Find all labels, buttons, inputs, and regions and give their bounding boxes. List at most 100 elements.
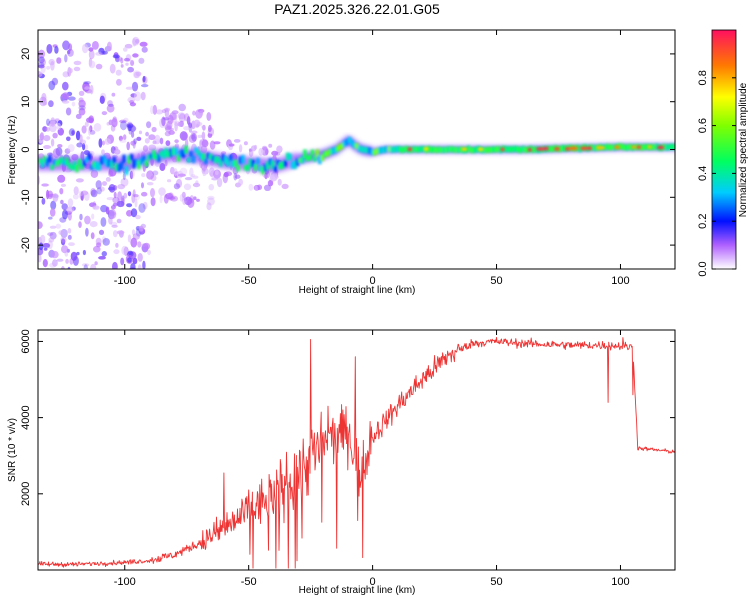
- noise-blob: [143, 242, 151, 250]
- noise-blob: [274, 152, 281, 156]
- noise-blob: [125, 62, 129, 66]
- ridge-cell: [92, 161, 96, 168]
- ridge-cell: [404, 145, 409, 152]
- noise-blob: [98, 255, 106, 260]
- snr-content: [38, 336, 675, 569]
- noise-blob: [137, 241, 142, 248]
- noise-blob: [60, 183, 67, 187]
- noise-blob: [198, 110, 204, 116]
- noise-blob: [49, 225, 57, 229]
- noise-blob: [100, 217, 107, 227]
- noise-blob: [137, 253, 143, 262]
- ridge-cell: [382, 146, 386, 153]
- noise-blob: [127, 257, 132, 263]
- snr-x-ticks: -100 -50 0 50 100: [114, 330, 630, 588]
- ridge-cell: [432, 146, 436, 153]
- ridge-peak: [595, 145, 606, 150]
- ridge-cell: [456, 146, 461, 153]
- snr-series-line: [38, 336, 675, 569]
- x-tick-label: -100: [114, 576, 136, 588]
- noise-blob: [121, 245, 129, 256]
- ridge-cell: [516, 146, 520, 153]
- ridge-peak: [647, 145, 652, 149]
- noise-blob: [142, 260, 146, 269]
- noise-blob: [89, 130, 96, 135]
- noise-blob: [93, 245, 101, 253]
- ridge-cell: [357, 145, 362, 152]
- noise-blob: [121, 195, 125, 203]
- ridge-cell: [394, 146, 399, 153]
- noise-blob: [133, 138, 137, 145]
- noise-blob: [49, 208, 56, 217]
- ridge-cell: [142, 155, 146, 162]
- ridge-cell: [293, 160, 297, 169]
- noise-blob: [135, 215, 141, 220]
- ridge-cell: [300, 156, 305, 164]
- ridge-cell: [399, 147, 404, 153]
- noise-blob: [193, 196, 197, 201]
- ridge-cell: [347, 137, 352, 143]
- noise-blob: [243, 141, 248, 146]
- ridge-cell: [655, 143, 659, 150]
- noise-blob: [170, 166, 175, 175]
- ridge-halo-cell: [122, 156, 127, 171]
- noise-blob: [123, 134, 127, 141]
- noise-blob: [98, 138, 103, 148]
- noise-blob: [127, 124, 132, 132]
- ridge-peak: [543, 146, 549, 151]
- noise-blob: [56, 122, 62, 131]
- noise-blob: [133, 194, 139, 198]
- ridge-cell: [504, 146, 508, 153]
- noise-blob: [96, 242, 102, 248]
- noise-blob: [187, 198, 195, 208]
- noise-blob: [50, 117, 56, 127]
- ridge-cell: [45, 158, 49, 167]
- ridge-cell: [449, 146, 453, 153]
- ridge-cell: [246, 164, 250, 171]
- ridge-cell: [159, 151, 163, 157]
- ridge-cell: [184, 145, 188, 154]
- ridge-cell: [147, 154, 151, 161]
- ridge-peaks: [407, 145, 665, 152]
- ridge-cell: [402, 146, 406, 153]
- noise-blob: [73, 186, 79, 196]
- noise-blob: [99, 95, 105, 105]
- noise-blob: [250, 145, 257, 152]
- noise-blob: [167, 114, 174, 125]
- ridge-cell: [675, 144, 679, 150]
- noise-blob: [101, 111, 108, 116]
- ridge-cell: [164, 148, 168, 157]
- noise-blob: [46, 267, 50, 269]
- noise-blob: [66, 279, 70, 286]
- ridge-cell: [149, 153, 153, 159]
- noise-blob: [82, 142, 86, 151]
- ridge-cell: [518, 147, 523, 154]
- noise-blob: [193, 119, 201, 128]
- colorbar-tick-label: 0.6: [697, 118, 709, 133]
- noise-blob: [38, 242, 44, 251]
- ridge-cell: [211, 155, 215, 162]
- noise-blob: [147, 249, 152, 256]
- noise-blob: [177, 121, 184, 127]
- ridge-cell: [335, 146, 339, 153]
- noise-blob: [73, 66, 81, 72]
- noise-blob: [84, 191, 90, 201]
- ridge-cell: [494, 146, 498, 153]
- ridge-cell: [263, 164, 268, 172]
- noise-blob: [150, 197, 156, 207]
- noise-blob: [129, 59, 135, 67]
- noise-blob: [78, 221, 82, 229]
- noise-blob: [64, 54, 68, 63]
- ridge-cell: [590, 144, 595, 151]
- ridge-cell: [194, 147, 198, 153]
- ridge-cell: [97, 162, 101, 171]
- noise-blob: [54, 46, 59, 54]
- ridge-cell: [253, 163, 258, 171]
- noise-blob: [86, 117, 94, 123]
- noise-blob: [174, 143, 179, 149]
- noise-blob: [39, 132, 45, 141]
- ridge-cell: [129, 153, 134, 161]
- noise-blob: [125, 86, 134, 90]
- noise-blob: [48, 100, 54, 108]
